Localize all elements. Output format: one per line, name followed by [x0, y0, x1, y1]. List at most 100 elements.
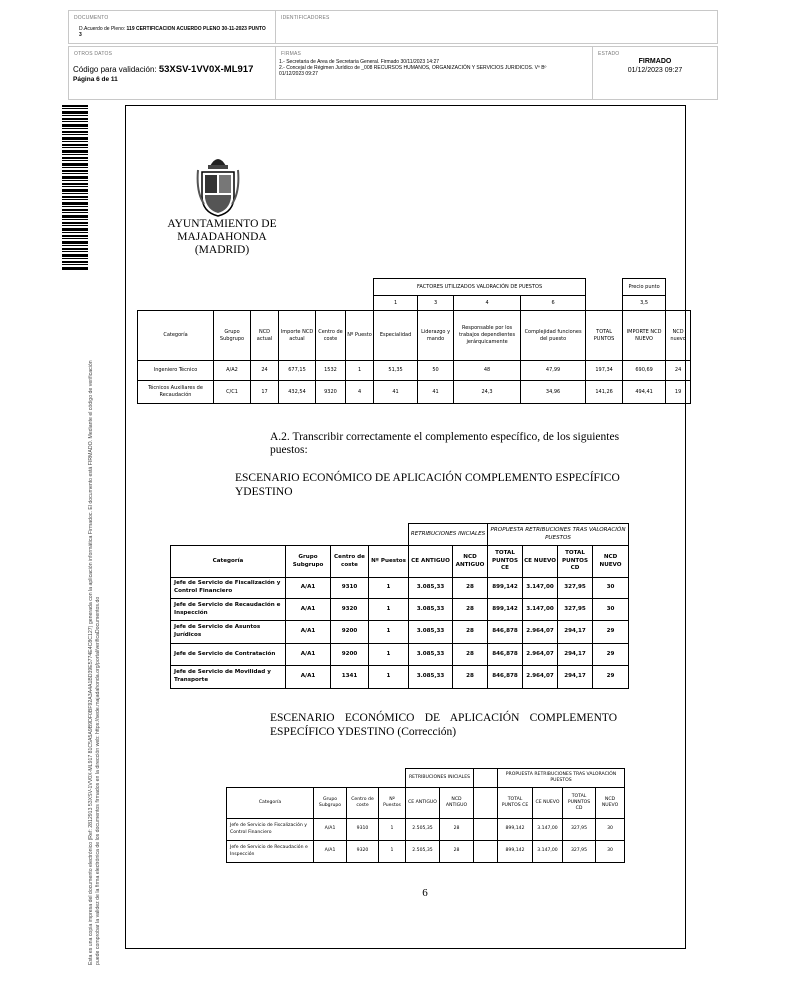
table-cell: 2.964,07 — [522, 620, 559, 644]
table-cell: 846,878 — [487, 665, 524, 689]
table-cell: 3.147,00 — [522, 598, 559, 621]
firma-2: 2.- Concejal de Régimen Jurídico de _008… — [279, 65, 547, 71]
table-cell: 2.505,35 — [405, 818, 440, 841]
table-cell: 294,17 — [557, 643, 594, 666]
table-cell: 899,142 — [497, 818, 533, 841]
column-header: Grupo Subgrupo — [313, 787, 347, 819]
propuesta-retribuciones-header: PROPUESTA RETRIBUCIONES TRAS VALORACIÓN … — [496, 768, 626, 788]
table-row: Jefe de Servicio de Contratación A/A1 9200… — [170, 643, 630, 666]
table-cell: 17 — [250, 380, 279, 404]
column-header: NCD NUEVO — [594, 787, 626, 819]
codigo-validacion: Código para validación: 53XSV-1VV0X-ML91… — [73, 64, 253, 75]
pagina-label: Página 6 de 11 — [73, 76, 118, 83]
table-cell: 677,15 — [278, 360, 316, 381]
table-cell: 899,142 — [497, 840, 533, 863]
letterhead-line-2: MAJADAHONDA — [177, 231, 267, 243]
table-cell: A/A1 — [313, 818, 347, 841]
table-cell: 1 — [368, 598, 409, 621]
column-header: TOTAL PUNNTOS CD — [562, 787, 596, 819]
table-cell: 3.085,33 — [408, 620, 453, 644]
table-cell: 846,878 — [487, 643, 524, 666]
table-cell: A/A1 — [285, 598, 331, 621]
column-header: CE ANTIGUO — [408, 545, 453, 578]
table-row: Jefe de Servicio de Recaudación e Inspec… — [170, 598, 630, 621]
table-cell: 3.085,33 — [408, 598, 453, 621]
column-header: Centro de coste — [330, 545, 369, 578]
table-cell: 29 — [592, 665, 630, 689]
page-number: 6 — [422, 887, 428, 899]
escenario-economico-correccion-table: RETRIBUCIONES INICIALES PROPUESTA RETRIBU… — [226, 768, 626, 863]
table-cell: 51,35 — [373, 360, 419, 381]
factor-number: 4 — [453, 295, 522, 311]
column-header: Complejidad funciones del puesto — [520, 310, 587, 361]
table-cell: 9320 — [315, 380, 346, 404]
table-cell: 294,17 — [557, 620, 594, 644]
table-cell: 690,69 — [622, 360, 667, 381]
table-cell: 3.147,00 — [532, 840, 563, 863]
column-header: Nº Puestos — [378, 787, 406, 819]
page-frame — [125, 105, 686, 949]
column-header: CE ANTIGUO — [405, 787, 440, 819]
column-header: Categoría — [170, 545, 286, 578]
column-header: NCD actual — [250, 310, 279, 361]
table-cell: 899,142 — [487, 598, 524, 621]
precio-punto-label: Precio punto — [622, 278, 667, 296]
table-cell: 899,142 — [487, 577, 524, 599]
column-header: Nº Puesto — [344, 310, 375, 361]
documento-box: DOCUMENTO D.Acuerdo de Pleno: 119 CERTIF… — [68, 10, 276, 44]
column-header: Grupo Subgrupo — [285, 545, 331, 578]
table-cell: 34,96 — [520, 380, 587, 404]
estado-label: ESTADO — [598, 51, 620, 57]
table-cell: 1341 — [330, 665, 369, 689]
side-text-line-2: puede comprobar la validez de la firma e… — [95, 596, 101, 965]
table-cell: 3.085,33 — [408, 577, 453, 599]
section-heading-1: ESCENARIO ECONÓMICO DE APLICACIÓN COMPLE… — [235, 472, 620, 498]
identificadores-label: IDENTIFICADORES — [281, 15, 330, 21]
table-cell: 3.147,00 — [532, 818, 563, 841]
column-header: Centro de coste — [346, 787, 379, 819]
firmas-label: FIRMAS — [281, 51, 302, 57]
table-cell: 30 — [594, 818, 626, 841]
section-heading-2-text: ESCENARIO ECONÓMICO DE APLICACIÓN COMPLE… — [270, 712, 617, 738]
table-cell: Jefe de Servicio de Fiscalización y Cont… — [226, 818, 314, 841]
firmas-box: FIRMAS 1.- Secretaria de Area de Secreta… — [275, 46, 593, 100]
table-cell: A/A1 — [285, 643, 331, 666]
table-cell: 3.085,33 — [408, 643, 453, 666]
table-cell: A/A1 — [313, 840, 347, 863]
table-cell: 327,95 — [562, 840, 596, 863]
table-cell: Técnicos Auxiliares de Recaudación — [137, 380, 214, 404]
table-cell: Ingeniero Técnico — [137, 360, 214, 381]
table-header-row: Categoría Grupo Subgrupo NCD actual Importe… — [137, 310, 692, 361]
table-cell: A/A1 — [285, 665, 331, 689]
table-cell: 494,41 — [622, 380, 667, 404]
table-cell: 47,99 — [520, 360, 587, 381]
table-cell: A/A2 — [213, 360, 251, 381]
table-cell: 2.964,07 — [522, 643, 559, 666]
column-header: Categoría — [226, 787, 314, 819]
column-header: CE NUEVO — [532, 787, 563, 819]
table-cell: Jefe de Servicio de Asuntos Jurídicos — [170, 620, 286, 644]
table-row: Jefe de Servicio de Fiscalización y Cont… — [226, 818, 626, 841]
table-cell: 1 — [378, 840, 406, 863]
table-cell: 327,95 — [557, 598, 594, 621]
table-cell: 50 — [417, 360, 455, 381]
otros-datos-box: OTROS DATOS Código para validación: 53XS… — [68, 46, 276, 100]
table-cell: 28 — [451, 620, 489, 644]
column-header: NCD NUEVO — [592, 545, 630, 578]
table-cell: 3.085,33 — [408, 665, 453, 689]
table-cell: 28 — [451, 598, 489, 621]
column-header: IMPORTE NCD NUEVO — [622, 310, 667, 361]
firma-2-date: 01/12/2023 09:27 — [279, 71, 318, 77]
table-header-row: Categoría Grupo Subgrupo Centro de coste Nº… — [170, 545, 630, 578]
side-text-line-1: Esta es una copia impresa del documento … — [88, 360, 94, 965]
table-cell: 41 — [417, 380, 455, 404]
table-cell: 1532 — [315, 360, 346, 381]
column-header: TOTAL PUNTOS CE — [487, 545, 524, 578]
codigo-value: 53XSV-1VV0X-ML917 — [158, 64, 254, 75]
letterhead: AYUNTAMIENTO DE MAJADAHONDA (MADRID) — [160, 218, 284, 257]
table-cell: 9200 — [330, 643, 369, 666]
letterhead-line-3: (MADRID) — [194, 244, 250, 256]
table-cell: 1 — [344, 360, 375, 381]
table-cell: 294,17 — [557, 665, 594, 689]
table-cell: 28 — [439, 818, 474, 841]
